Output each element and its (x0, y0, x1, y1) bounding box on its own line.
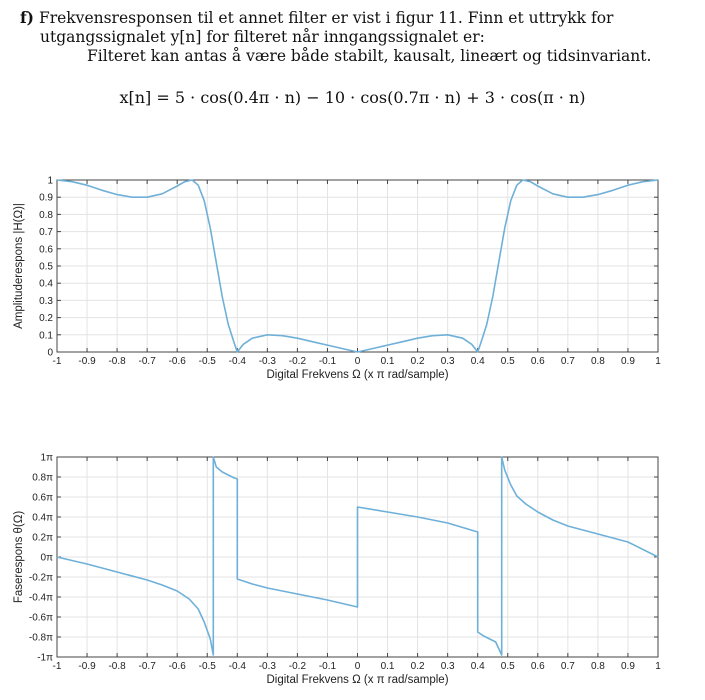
y-tick-label: 0.8 (39, 210, 53, 221)
y-tick-label: 0.7 (39, 227, 53, 238)
y-axis-label: Amplituderespons |H(Ω)| (13, 203, 25, 329)
y-tick-label: 0.1 (39, 330, 53, 341)
x-tick-label: -0.3 (259, 661, 277, 672)
x-tick-label: 0.1 (381, 661, 395, 672)
y-tick-label: 0.2π (32, 533, 53, 544)
question-text: f) Frekvensresponsen til et annet filter… (20, 8, 700, 66)
x-tick-label: -0.1 (319, 661, 337, 672)
y-tick-label: 0.9 (39, 193, 53, 204)
x-tick-label: -0.6 (169, 356, 187, 367)
x-tick-label: -0.7 (139, 661, 157, 672)
question-label: f) (20, 8, 35, 27)
response-curve (56, 179, 659, 353)
x-tick-label: -0.2 (289, 661, 307, 672)
y-tick-label: 0π (41, 553, 54, 564)
x-tick-label: 0.8 (591, 661, 605, 672)
x-tick-label: 0.2 (411, 356, 425, 367)
y-tick-label: 0.8π (32, 473, 53, 484)
x-tick-label: 0.2 (411, 661, 425, 672)
question-line-3: Filteret kan antas å være både stabilt, … (87, 47, 652, 65)
y-tick-label: 1π (41, 453, 54, 464)
y-tick-label: 0.3 (39, 296, 53, 307)
x-tick-label: -0.8 (108, 356, 126, 367)
x-axis-label: Digital Frekvens Ω (x π rad/sample) (266, 674, 448, 686)
y-tick-label: -0.2π (29, 573, 53, 584)
x-tick-label: 0.6 (531, 356, 545, 367)
x-tick-label: 0 (355, 356, 361, 367)
x-tick-label: 1 (655, 356, 661, 367)
y-tick-label: 0.6π (32, 493, 53, 504)
x-tick-label: 1 (655, 661, 661, 672)
question-line-2: utgangssignalet y[n] for filteret når in… (40, 28, 485, 46)
x-tick-label: 0.3 (441, 356, 455, 367)
x-tick-label: -0.8 (108, 661, 126, 672)
y-tick-label: 0.2 (39, 313, 53, 324)
x-tick-label: -0.5 (199, 661, 217, 672)
x-tick-label: -0.9 (78, 356, 96, 367)
y-tick-label: 0.6 (39, 244, 53, 255)
x-tick-label: 0.8 (591, 356, 605, 367)
y-tick-label: -1π (37, 653, 53, 664)
y-tick-label: -0.8π (29, 633, 53, 644)
y-axis-label: Faserespons θ(Ω) (13, 511, 25, 603)
y-tick-label: 0.4π (32, 513, 53, 524)
x-tick-label: -0.9 (78, 661, 96, 672)
x-tick-label: -0.5 (199, 356, 217, 367)
x-tick-label: -1 (53, 356, 62, 367)
x-tick-label: -0.2 (289, 356, 307, 367)
x-tick-label: 0.3 (441, 661, 455, 672)
x-tick-label: 0.6 (531, 661, 545, 672)
x-tick-label: 0.4 (471, 661, 485, 672)
input-signal-equation: x[n] = 5 · cos(0.4π · n) − 10 · cos(0.7π… (119, 88, 586, 107)
x-tick-label: -0.4 (229, 356, 247, 367)
x-tick-label: 0.7 (561, 356, 575, 367)
x-tick-label: 0 (355, 661, 361, 672)
y-tick-label: -0.6π (29, 613, 53, 624)
x-tick-label: 0.5 (501, 661, 515, 672)
y-tick-label: 0.5 (39, 262, 53, 273)
x-tick-label: 0.9 (621, 661, 635, 672)
x-tick-label: -0.1 (319, 356, 337, 367)
x-tick-label: 0.1 (381, 356, 395, 367)
x-tick-label: -1 (53, 661, 62, 672)
x-axis-label: Digital Frekvens Ω (x π rad/sample) (266, 369, 448, 381)
y-tick-label: 0.4 (39, 279, 53, 290)
y-tick-label: 0 (47, 348, 53, 359)
question-line-1: f) Frekvensresponsen til et annet filter… (20, 8, 700, 28)
x-tick-label: 0.7 (561, 661, 575, 672)
question-line1-text: Frekvensresponsen til et annet filter er… (38, 9, 614, 27)
x-tick-label: 0.9 (621, 356, 635, 367)
x-tick-label: 0.5 (501, 356, 515, 367)
x-tick-label: -0.7 (139, 356, 157, 367)
x-tick-label: 0.4 (471, 356, 485, 367)
y-tick-label: -0.4π (29, 593, 53, 604)
x-tick-label: -0.4 (229, 661, 247, 672)
response-curve (56, 456, 659, 656)
y-tick-label: 1 (47, 176, 53, 187)
x-tick-label: -0.3 (259, 356, 277, 367)
x-tick-label: -0.6 (169, 661, 187, 672)
